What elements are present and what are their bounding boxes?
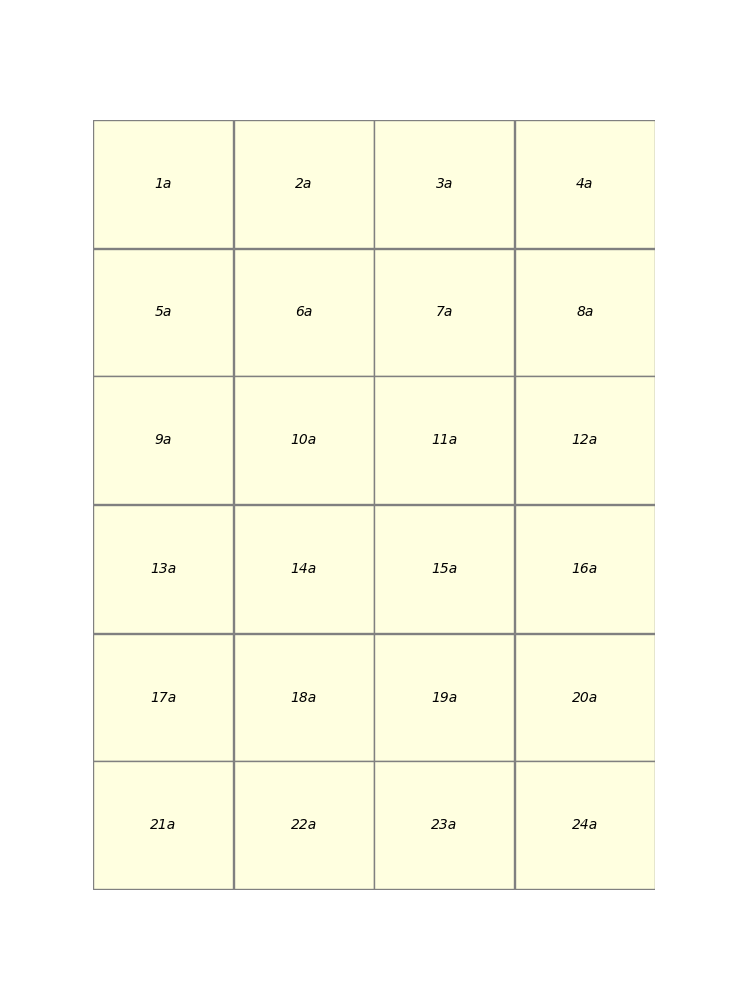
Bar bbox=[93, 249, 234, 376]
Bar bbox=[515, 376, 655, 504]
Bar bbox=[515, 761, 655, 889]
Text: 16a: 16a bbox=[572, 562, 598, 576]
Text: 2a: 2a bbox=[295, 177, 312, 191]
Text: 8a: 8a bbox=[576, 306, 593, 320]
Text: 7a: 7a bbox=[436, 306, 453, 320]
Bar bbox=[515, 634, 655, 761]
Text: 10a: 10a bbox=[291, 433, 317, 447]
Bar bbox=[234, 761, 374, 889]
Bar bbox=[374, 376, 515, 504]
Bar bbox=[93, 120, 234, 248]
Bar bbox=[515, 505, 655, 633]
Bar bbox=[93, 505, 234, 633]
Bar bbox=[93, 376, 234, 504]
Bar bbox=[374, 249, 515, 376]
Text: 24a: 24a bbox=[572, 818, 598, 832]
Bar bbox=[234, 505, 374, 633]
Bar bbox=[93, 761, 234, 889]
Bar bbox=[93, 634, 234, 761]
Text: 3a: 3a bbox=[436, 177, 453, 191]
Bar bbox=[234, 376, 374, 504]
Bar bbox=[374, 505, 515, 633]
Text: 14a: 14a bbox=[291, 562, 317, 576]
Bar bbox=[374, 120, 515, 248]
Bar bbox=[234, 120, 374, 248]
Text: 12a: 12a bbox=[572, 433, 598, 447]
Text: 9a: 9a bbox=[155, 433, 172, 447]
Text: 11a: 11a bbox=[431, 433, 458, 447]
Bar bbox=[234, 634, 374, 761]
Text: 18a: 18a bbox=[291, 690, 317, 704]
Bar bbox=[374, 761, 515, 889]
Text: 13a: 13a bbox=[150, 562, 177, 576]
Bar bbox=[515, 120, 655, 248]
Text: 15a: 15a bbox=[431, 562, 458, 576]
Text: 20a: 20a bbox=[572, 690, 598, 704]
Text: 6a: 6a bbox=[295, 306, 312, 320]
Text: 4a: 4a bbox=[576, 177, 593, 191]
Bar bbox=[515, 249, 655, 376]
Text: 22a: 22a bbox=[291, 818, 317, 832]
Text: 21a: 21a bbox=[150, 818, 177, 832]
Text: 23a: 23a bbox=[431, 818, 458, 832]
Text: 1a: 1a bbox=[155, 177, 172, 191]
Bar bbox=[374, 634, 515, 761]
Text: 17a: 17a bbox=[150, 690, 177, 704]
Text: 19a: 19a bbox=[431, 690, 458, 704]
Text: 5a: 5a bbox=[155, 306, 172, 320]
Bar bbox=[234, 249, 374, 376]
